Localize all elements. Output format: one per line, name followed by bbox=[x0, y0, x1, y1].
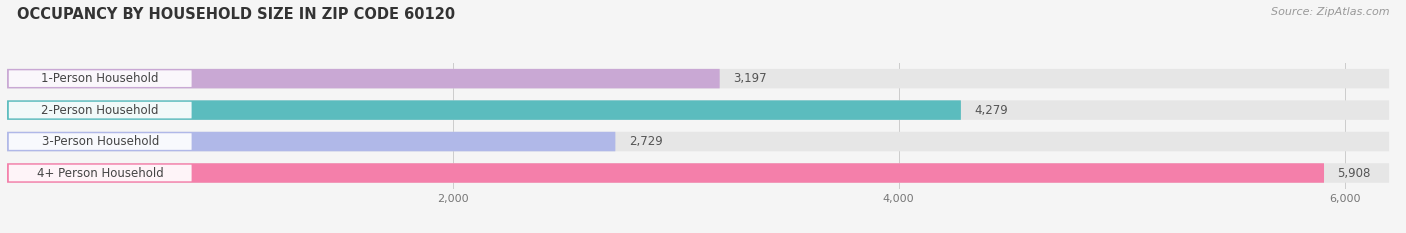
Text: 1-Person Household: 1-Person Household bbox=[41, 72, 159, 85]
FancyBboxPatch shape bbox=[7, 69, 1389, 88]
Text: 3-Person Household: 3-Person Household bbox=[42, 135, 159, 148]
Text: 2,729: 2,729 bbox=[628, 135, 662, 148]
FancyBboxPatch shape bbox=[8, 102, 191, 118]
Text: 3,197: 3,197 bbox=[733, 72, 766, 85]
Text: 4+ Person Household: 4+ Person Household bbox=[37, 167, 163, 179]
Text: 4,279: 4,279 bbox=[974, 104, 1008, 116]
Text: OCCUPANCY BY HOUSEHOLD SIZE IN ZIP CODE 60120: OCCUPANCY BY HOUSEHOLD SIZE IN ZIP CODE … bbox=[17, 7, 456, 22]
Text: Source: ZipAtlas.com: Source: ZipAtlas.com bbox=[1271, 7, 1389, 17]
FancyBboxPatch shape bbox=[7, 100, 1389, 120]
FancyBboxPatch shape bbox=[7, 163, 1324, 183]
FancyBboxPatch shape bbox=[7, 163, 1389, 183]
FancyBboxPatch shape bbox=[7, 100, 960, 120]
FancyBboxPatch shape bbox=[7, 132, 1389, 151]
FancyBboxPatch shape bbox=[8, 133, 191, 150]
FancyBboxPatch shape bbox=[7, 69, 720, 88]
Text: 2-Person Household: 2-Person Household bbox=[41, 104, 159, 116]
FancyBboxPatch shape bbox=[7, 132, 616, 151]
FancyBboxPatch shape bbox=[8, 70, 191, 87]
Text: 5,908: 5,908 bbox=[1337, 167, 1371, 179]
FancyBboxPatch shape bbox=[8, 165, 191, 181]
